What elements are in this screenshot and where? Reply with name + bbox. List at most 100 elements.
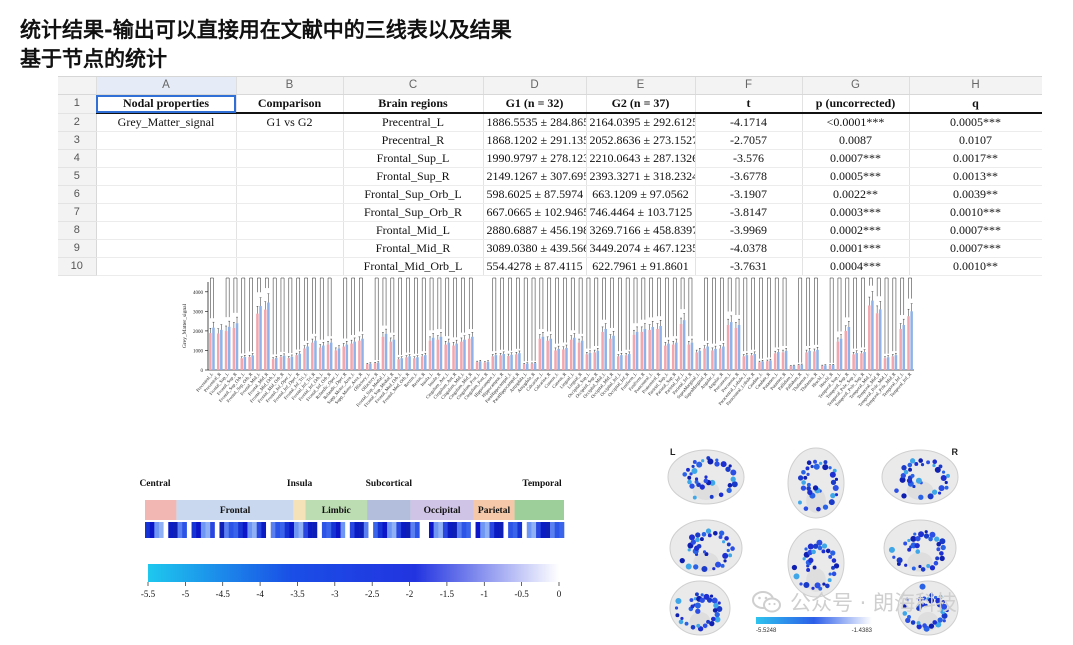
row-number[interactable]: 9	[58, 239, 97, 258]
row-number[interactable]: 7	[58, 203, 97, 222]
cell-g1[interactable]: 1886.5535 ± 284.8656	[483, 113, 587, 132]
cell-p[interactable]: 0.0005***	[802, 167, 910, 186]
cell-p[interactable]: 0.0002***	[802, 221, 910, 240]
cell-g2[interactable]: 3269.7166 ± 458.8397	[586, 221, 696, 240]
cell-nodal-property[interactable]	[96, 275, 237, 276]
cell-q[interactable]: 0.0010**	[909, 257, 1042, 276]
cell-q[interactable]: 0.0013**	[909, 167, 1042, 186]
cell-comparison[interactable]	[236, 239, 344, 258]
cell-q[interactable]: 0.0007***	[909, 239, 1042, 258]
column-header-d[interactable]: D	[483, 77, 587, 95]
cell-p[interactable]: 0.0004***	[802, 257, 910, 276]
header-cell[interactable]: q	[909, 94, 1042, 114]
column-header-a[interactable]: A	[96, 77, 237, 95]
cell-brain-region[interactable]: Frontal_Mid_Orb_L	[343, 257, 484, 276]
column-header-e[interactable]: E	[586, 77, 696, 95]
row-number[interactable]: 1	[58, 94, 97, 114]
cell-nodal-property[interactable]	[96, 239, 237, 258]
cell-q[interactable]: 0.0007***	[909, 221, 1042, 240]
row-number[interactable]: 2	[58, 113, 97, 132]
cell-brain-region[interactable]: Precentral_R	[343, 131, 484, 150]
cell-t[interactable]: -3.576	[695, 149, 803, 168]
row-number[interactable]: 4	[58, 149, 97, 168]
cell-nodal-property[interactable]: Grey_Matter_signal	[96, 113, 237, 132]
cell-p[interactable]: 0.0001***	[802, 239, 910, 258]
cell-nodal-property[interactable]	[96, 185, 237, 204]
cell-g2[interactable]: 746.4464 ± 103.7125	[586, 203, 696, 222]
cell-p[interactable]: 0.0007***	[802, 149, 910, 168]
cell-g1[interactable]: 3089.0380 ± 439.5663	[483, 239, 587, 258]
cell-g2[interactable]: 2393.3271 ± 318.2324	[586, 167, 696, 186]
cell-g2[interactable]: 2164.0395 ± 292.6125	[586, 113, 696, 132]
cell-t[interactable]: -4.0378	[695, 239, 803, 258]
cell-g1[interactable]: 667.0665 ± 102.9465	[483, 203, 587, 222]
cell-t[interactable]: -3.2424	[695, 275, 803, 276]
column-header-f[interactable]: F	[695, 77, 803, 95]
column-header-c[interactable]: C	[343, 77, 484, 95]
spreadsheet[interactable]: A B C D E F G H 1 Nodal properties Compa…	[58, 76, 1042, 276]
cell-q[interactable]: 0.0010***	[909, 203, 1042, 222]
cell-g2[interactable]: 663.1209 ± 97.0562	[586, 185, 696, 204]
corner-cell[interactable]	[58, 77, 97, 95]
cell-q[interactable]: 0.0039**	[909, 185, 1042, 204]
cell-p[interactable]: 0.0087	[802, 131, 910, 150]
cell-g2[interactable]: 2210.0643 ± 287.1326	[586, 149, 696, 168]
row-number[interactable]: 5	[58, 167, 97, 186]
column-header-g[interactable]: G	[802, 77, 910, 95]
cell-g2[interactable]: 622.7961 ± 91.8601	[586, 257, 696, 276]
header-cell[interactable]: p (uncorrected)	[802, 94, 910, 114]
cell-g1[interactable]: 554.4278 ± 87.4115	[483, 257, 587, 276]
cell-brain-region[interactable]: Frontal_Sup_Orb_L	[343, 185, 484, 204]
row-number[interactable]: 11	[58, 275, 97, 276]
header-cell[interactable]: Brain regions	[343, 94, 484, 114]
cell-brain-region[interactable]: Frontal_Sup_L	[343, 149, 484, 168]
cell-g1[interactable]: 2149.1267 ± 307.695	[483, 167, 587, 186]
cell-nodal-property[interactable]	[96, 257, 237, 276]
cell-comparison[interactable]	[236, 131, 344, 150]
cell-brain-region[interactable]: Precentral_L	[343, 113, 484, 132]
cell-p[interactable]: <0.0001***	[802, 113, 910, 132]
cell-nodal-property[interactable]	[96, 203, 237, 222]
cell-g1[interactable]: 1990.9797 ± 278.1233	[483, 149, 587, 168]
cell-g1[interactable]: 598.6025 ± 87.5974	[483, 185, 587, 204]
cell-comparison[interactable]	[236, 203, 344, 222]
row-number[interactable]: 6	[58, 185, 97, 204]
cell-nodal-property[interactable]	[96, 167, 237, 186]
cell-t[interactable]: -3.6778	[695, 167, 803, 186]
cell-g2[interactable]: 3449.2074 ± 467.1235	[586, 239, 696, 258]
cell-comparison[interactable]	[236, 185, 344, 204]
header-cell[interactable]: Nodal properties	[96, 94, 237, 114]
cell-p[interactable]: 0.0022**	[802, 185, 910, 204]
cell-t[interactable]: -4.1714	[695, 113, 803, 132]
header-cell[interactable]: t	[695, 94, 803, 114]
header-cell[interactable]: G2 (n = 37)	[586, 94, 696, 114]
cell-g1[interactable]: 660.4699 ± 99.1056	[483, 275, 587, 276]
cell-t[interactable]: -3.8147	[695, 203, 803, 222]
cell-t[interactable]: -3.9969	[695, 221, 803, 240]
cell-comparison[interactable]	[236, 221, 344, 240]
cell-comparison[interactable]: G1 vs G2	[236, 113, 344, 132]
header-cell[interactable]: G1 (n = 32)	[483, 94, 587, 114]
cell-comparison[interactable]	[236, 257, 344, 276]
row-number[interactable]: 10	[58, 257, 97, 276]
cell-comparison[interactable]	[236, 167, 344, 186]
cell-brain-region[interactable]: Frontal_Mid_Orb_R	[343, 275, 484, 276]
cell-brain-region[interactable]: Frontal_Sup_R	[343, 167, 484, 186]
cell-nodal-property[interactable]	[96, 221, 237, 240]
cell-t[interactable]: -3.7631	[695, 257, 803, 276]
cell-comparison[interactable]	[236, 275, 344, 276]
cell-brain-region[interactable]: Frontal_Mid_R	[343, 239, 484, 258]
cell-q[interactable]: 0.0107	[909, 131, 1042, 150]
cell-nodal-property[interactable]	[96, 149, 237, 168]
header-cell[interactable]: Comparison	[236, 94, 344, 114]
cell-p[interactable]: 0.0019**	[802, 275, 910, 276]
column-header-h[interactable]: H	[909, 77, 1042, 95]
cell-q[interactable]: 0.0035**	[909, 275, 1042, 276]
row-number[interactable]: 8	[58, 221, 97, 240]
cell-g2[interactable]: 730.4152 ± 99.4897	[586, 275, 696, 276]
cell-q[interactable]: 0.0017**	[909, 149, 1042, 168]
column-header-b[interactable]: B	[236, 77, 344, 95]
cell-g2[interactable]: 2052.8636 ± 273.1527	[586, 131, 696, 150]
cell-t[interactable]: -2.7057	[695, 131, 803, 150]
row-number[interactable]: 3	[58, 131, 97, 150]
